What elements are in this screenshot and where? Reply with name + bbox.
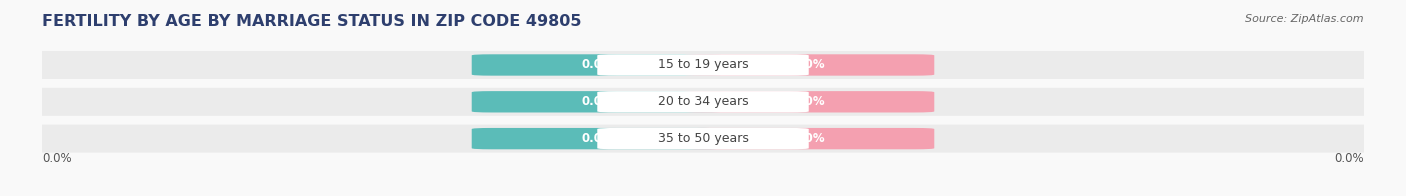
Text: 20 to 34 years: 20 to 34 years	[658, 95, 748, 108]
FancyBboxPatch shape	[683, 54, 934, 76]
FancyBboxPatch shape	[22, 88, 1384, 116]
Text: 0.0%: 0.0%	[792, 95, 825, 108]
FancyBboxPatch shape	[471, 54, 723, 76]
FancyBboxPatch shape	[471, 91, 723, 113]
Text: 0.0%: 0.0%	[581, 95, 614, 108]
Text: FERTILITY BY AGE BY MARRIAGE STATUS IN ZIP CODE 49805: FERTILITY BY AGE BY MARRIAGE STATUS IN Z…	[42, 14, 582, 29]
Text: 35 to 50 years: 35 to 50 years	[658, 132, 748, 145]
Text: 15 to 19 years: 15 to 19 years	[658, 58, 748, 72]
Text: 0.0%: 0.0%	[581, 58, 614, 72]
FancyBboxPatch shape	[22, 51, 1384, 79]
FancyBboxPatch shape	[471, 128, 723, 149]
FancyBboxPatch shape	[598, 54, 808, 76]
Text: 0.0%: 0.0%	[792, 132, 825, 145]
Text: 0.0%: 0.0%	[792, 58, 825, 72]
FancyBboxPatch shape	[22, 125, 1384, 153]
Text: Source: ZipAtlas.com: Source: ZipAtlas.com	[1246, 14, 1364, 24]
FancyBboxPatch shape	[598, 128, 808, 149]
Text: 0.0%: 0.0%	[581, 132, 614, 145]
FancyBboxPatch shape	[598, 91, 808, 113]
Text: 0.0%: 0.0%	[42, 152, 72, 165]
Text: 0.0%: 0.0%	[1334, 152, 1364, 165]
FancyBboxPatch shape	[683, 91, 934, 113]
FancyBboxPatch shape	[683, 128, 934, 149]
